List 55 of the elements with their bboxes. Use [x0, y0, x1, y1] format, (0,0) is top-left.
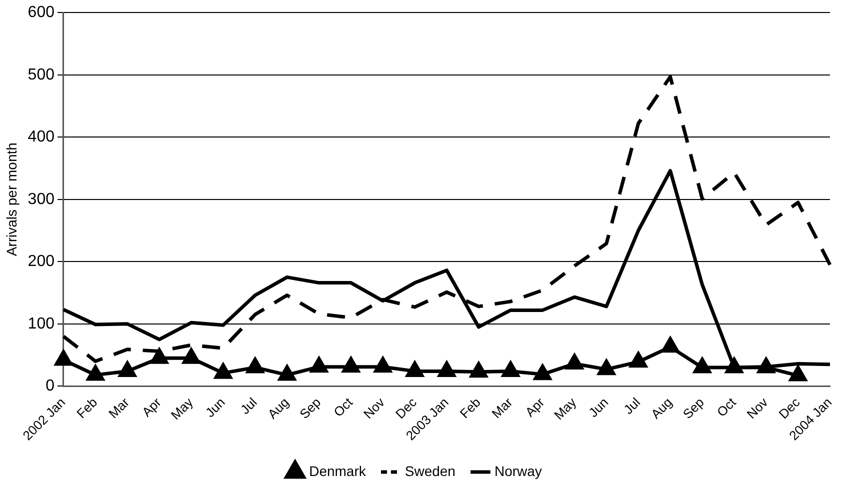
- x-tick-label: Feb: [456, 394, 484, 422]
- point: [725, 358, 743, 374]
- x-tick-label: May: [551, 394, 580, 423]
- point: [789, 366, 807, 382]
- x-tick-label: Oct: [714, 394, 740, 420]
- point: [598, 360, 616, 376]
- point: [630, 352, 648, 368]
- x-tick-label: Oct: [330, 394, 356, 420]
- x-tick-label: Aug: [648, 394, 675, 422]
- point: [438, 361, 456, 377]
- y-tick-label: 600: [28, 4, 55, 22]
- x-tick-label: Sep: [680, 394, 707, 422]
- x-tick-label: Apr: [522, 394, 548, 420]
- point: [502, 361, 520, 377]
- legend-label: Denmark: [309, 462, 367, 479]
- point: [54, 350, 72, 366]
- point: [150, 348, 168, 364]
- point: [566, 354, 584, 370]
- x-tick-label: Mar: [488, 394, 516, 422]
- x-tick-label: May: [168, 394, 196, 423]
- point: [278, 365, 296, 381]
- x-tick-label: Feb: [74, 394, 100, 422]
- point: [470, 362, 488, 378]
- point: [214, 363, 232, 379]
- y-tick-label: 400: [28, 128, 55, 146]
- x-tick-label: Jun: [586, 394, 612, 420]
- y-tick-label: 100: [28, 315, 55, 332]
- legend-label: Norway: [494, 462, 542, 479]
- point: [534, 364, 552, 380]
- point: [86, 365, 104, 381]
- point: [757, 358, 775, 374]
- x-tick-label: Jul: [237, 394, 260, 418]
- point: [310, 357, 328, 373]
- point: [662, 337, 679, 353]
- y-tick-label: 500: [28, 66, 55, 84]
- y-tick-label: 300: [28, 190, 55, 208]
- legend-label: Sweden: [404, 462, 456, 479]
- point: [182, 348, 200, 364]
- point: [118, 361, 136, 377]
- y-tick-label: 200: [28, 253, 55, 270]
- x-tick-label: Jun: [202, 394, 228, 420]
- point: [246, 358, 264, 374]
- point: [406, 361, 424, 377]
- x-tick-label: Mar: [106, 394, 132, 422]
- x-tick-label: Nov: [744, 394, 772, 422]
- point: [694, 358, 711, 374]
- x-tick-label: Nov: [360, 394, 388, 422]
- y-tick-label: 0: [46, 378, 55, 395]
- x-tick-label: Apr: [139, 394, 164, 420]
- x-tick-label: Jul: [620, 394, 644, 418]
- point: [342, 357, 360, 373]
- x-tick-label: Sep: [296, 394, 324, 422]
- point: [374, 357, 392, 373]
- x-tick-label: Aug: [264, 394, 292, 422]
- y-axis-title: Arrivals per month: [3, 142, 20, 256]
